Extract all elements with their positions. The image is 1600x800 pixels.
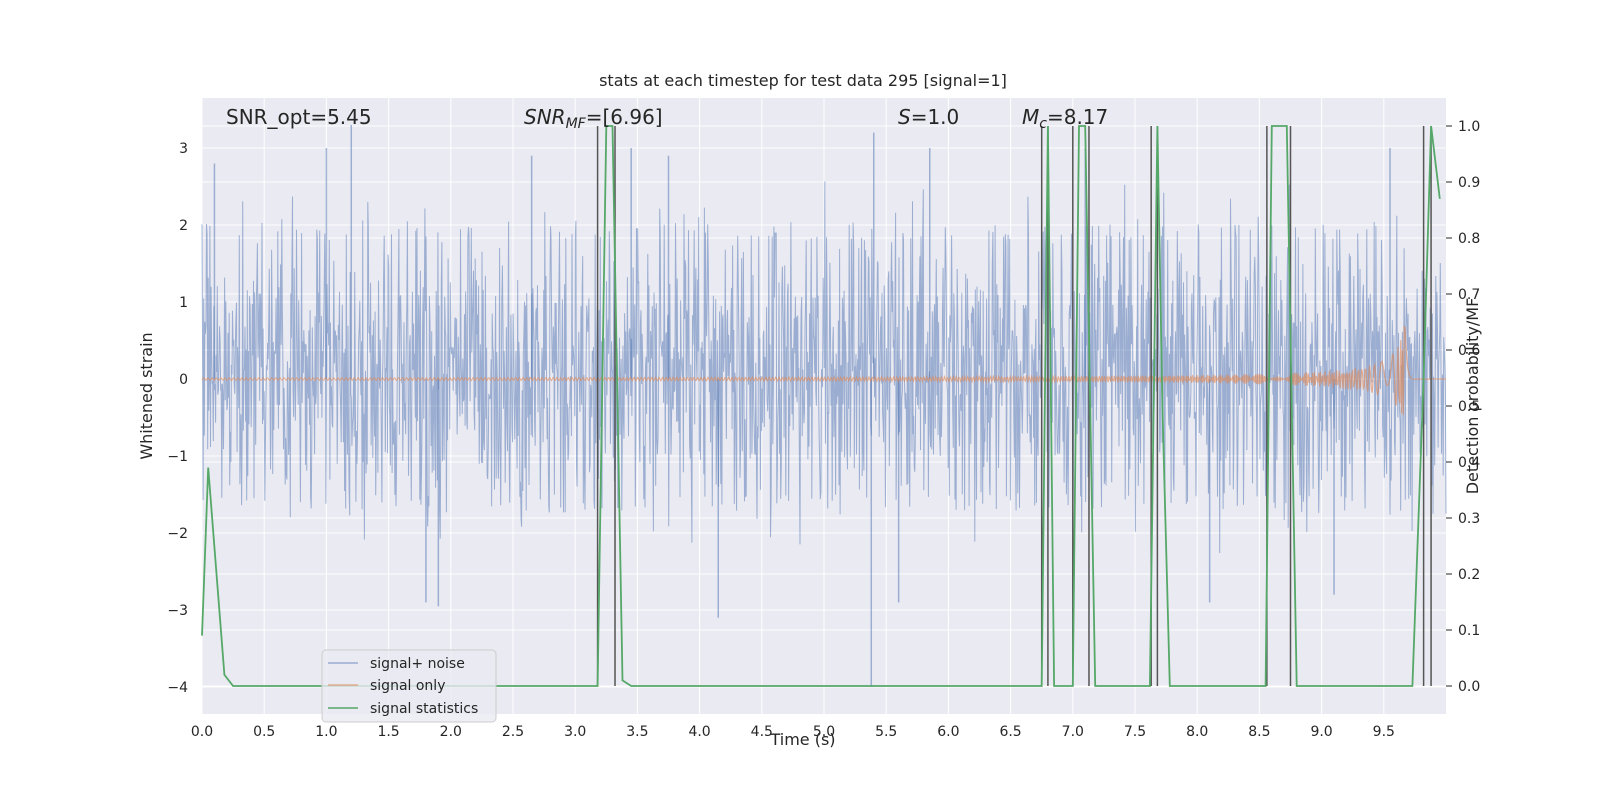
x-tick-label: 1.0 (315, 724, 337, 740)
y-tick-label: −1 (167, 449, 188, 465)
x-axis-label: Time (s) (769, 730, 835, 749)
x-axis-ticks: 0.0 0.5 1.0 1.5 2.0 2.5 3.0 3.5 4.0 4.5 5.0 5.5 6.0 6… (191, 724, 1395, 740)
y2-tick-label: 0.6 (1458, 343, 1480, 359)
x-tick-label: 2.0 (440, 724, 462, 740)
legend-box (321, 649, 497, 723)
signal-only-trace (201, 325, 1446, 416)
y2-tick-label: 0.7 (1458, 287, 1480, 303)
mc-subscript: c (1039, 116, 1047, 132)
annotation-s: S=1.0 (898, 105, 959, 129)
x-tick-label: 8.0 (1186, 724, 1208, 740)
y-tick-label: −3 (167, 603, 188, 619)
legend-label-statistics: signal statistics (370, 701, 478, 717)
y2-tick-label: 0.5 (1458, 399, 1480, 415)
x-tick-label: 3.0 (564, 724, 586, 740)
annotation-snr-opt: SNR_opt=5.45 (226, 105, 372, 129)
legend-label-noise: signal+ noise (370, 656, 465, 672)
x-tick-label: 4.5 (751, 724, 773, 740)
x-tick-label: 0.5 (253, 724, 275, 740)
y-tick-label: −4 (167, 680, 188, 696)
x-tick-label: 7.5 (1124, 724, 1146, 740)
x-tick-label: 0.0 (191, 724, 213, 740)
y2-tick-label: 0.2 (1458, 567, 1480, 583)
signal-statistics-series (201, 125, 1441, 687)
x-tick-label: 5.5 (875, 724, 897, 740)
y2-tick-label: 0.1 (1458, 623, 1480, 639)
x-tick-label: 2.5 (502, 724, 524, 740)
annotation-chirp-mass: Mc=8.17 (1022, 105, 1108, 132)
y2-tick-label: 0.3 (1458, 511, 1480, 527)
x-tick-label: 9.5 (1373, 724, 1395, 740)
y2-tick-label: 1.0 (1458, 119, 1480, 135)
mc-symbol: M (1022, 105, 1039, 129)
x-tick-label: 6.5 (999, 724, 1021, 740)
y2-tick-label: 0.0 (1458, 679, 1480, 695)
y-tick-label: 3 (179, 141, 188, 157)
y2-axis-ticks: 1.0 0.9 0.8 0.7 0.6 0.5 0.4 0.3 0.2 0.1 0.0 (1446, 119, 1480, 695)
y2-tick-label: 0.8 (1458, 231, 1480, 247)
y2-axis-label: Detection probability/MF (1463, 298, 1482, 495)
legend-label-signal: signal only (370, 678, 445, 694)
chart-title: stats at each timestep for test data 295… (599, 71, 1007, 90)
x-tick-label: 9.0 (1310, 724, 1332, 740)
noise-trace (201, 181, 1447, 554)
mc-value: =8.17 (1047, 105, 1108, 129)
x-tick-label: 1.5 (377, 724, 399, 740)
snr-mf-subscript: MF (566, 116, 587, 132)
y-tick-label: 1 (179, 295, 188, 311)
snr-mf-symbol: SNR (524, 105, 566, 129)
x-tick-label: 8.5 (1248, 724, 1270, 740)
snr-mf-value: =[6.96] (586, 105, 663, 129)
trigger-vertical-lines (596, 126, 1432, 686)
signal-only-series (201, 325, 1446, 416)
x-tick-label: 5.0 (813, 724, 835, 740)
y-tick-label: −2 (167, 526, 188, 542)
y2-tick-label: 0.4 (1458, 455, 1480, 471)
y-tick-label: 0 (179, 372, 188, 388)
x-tick-label: 7.0 (1062, 724, 1084, 740)
y-tick-label: 2 (179, 218, 188, 234)
s-value: =1.0 (911, 105, 960, 129)
y-axis-ticks: 3 2 1 0 −1 −2 −3 −4 (167, 141, 188, 696)
x-tick-label: 6.0 (937, 724, 959, 740)
signal-plus-noise-series (201, 124, 1447, 688)
statistics-line (201, 125, 1441, 687)
y2-tick-label: 0.9 (1458, 175, 1480, 191)
x-tick-label: 4.0 (688, 724, 710, 740)
legend: signal+ noise signal only signal statist… (321, 649, 497, 723)
annotation-snr-mf: SNRMF=[6.96] (524, 105, 663, 132)
y-axis-label: Whitened strain (137, 332, 156, 459)
s-symbol: S (898, 105, 911, 129)
x-tick-label: 3.5 (626, 724, 648, 740)
